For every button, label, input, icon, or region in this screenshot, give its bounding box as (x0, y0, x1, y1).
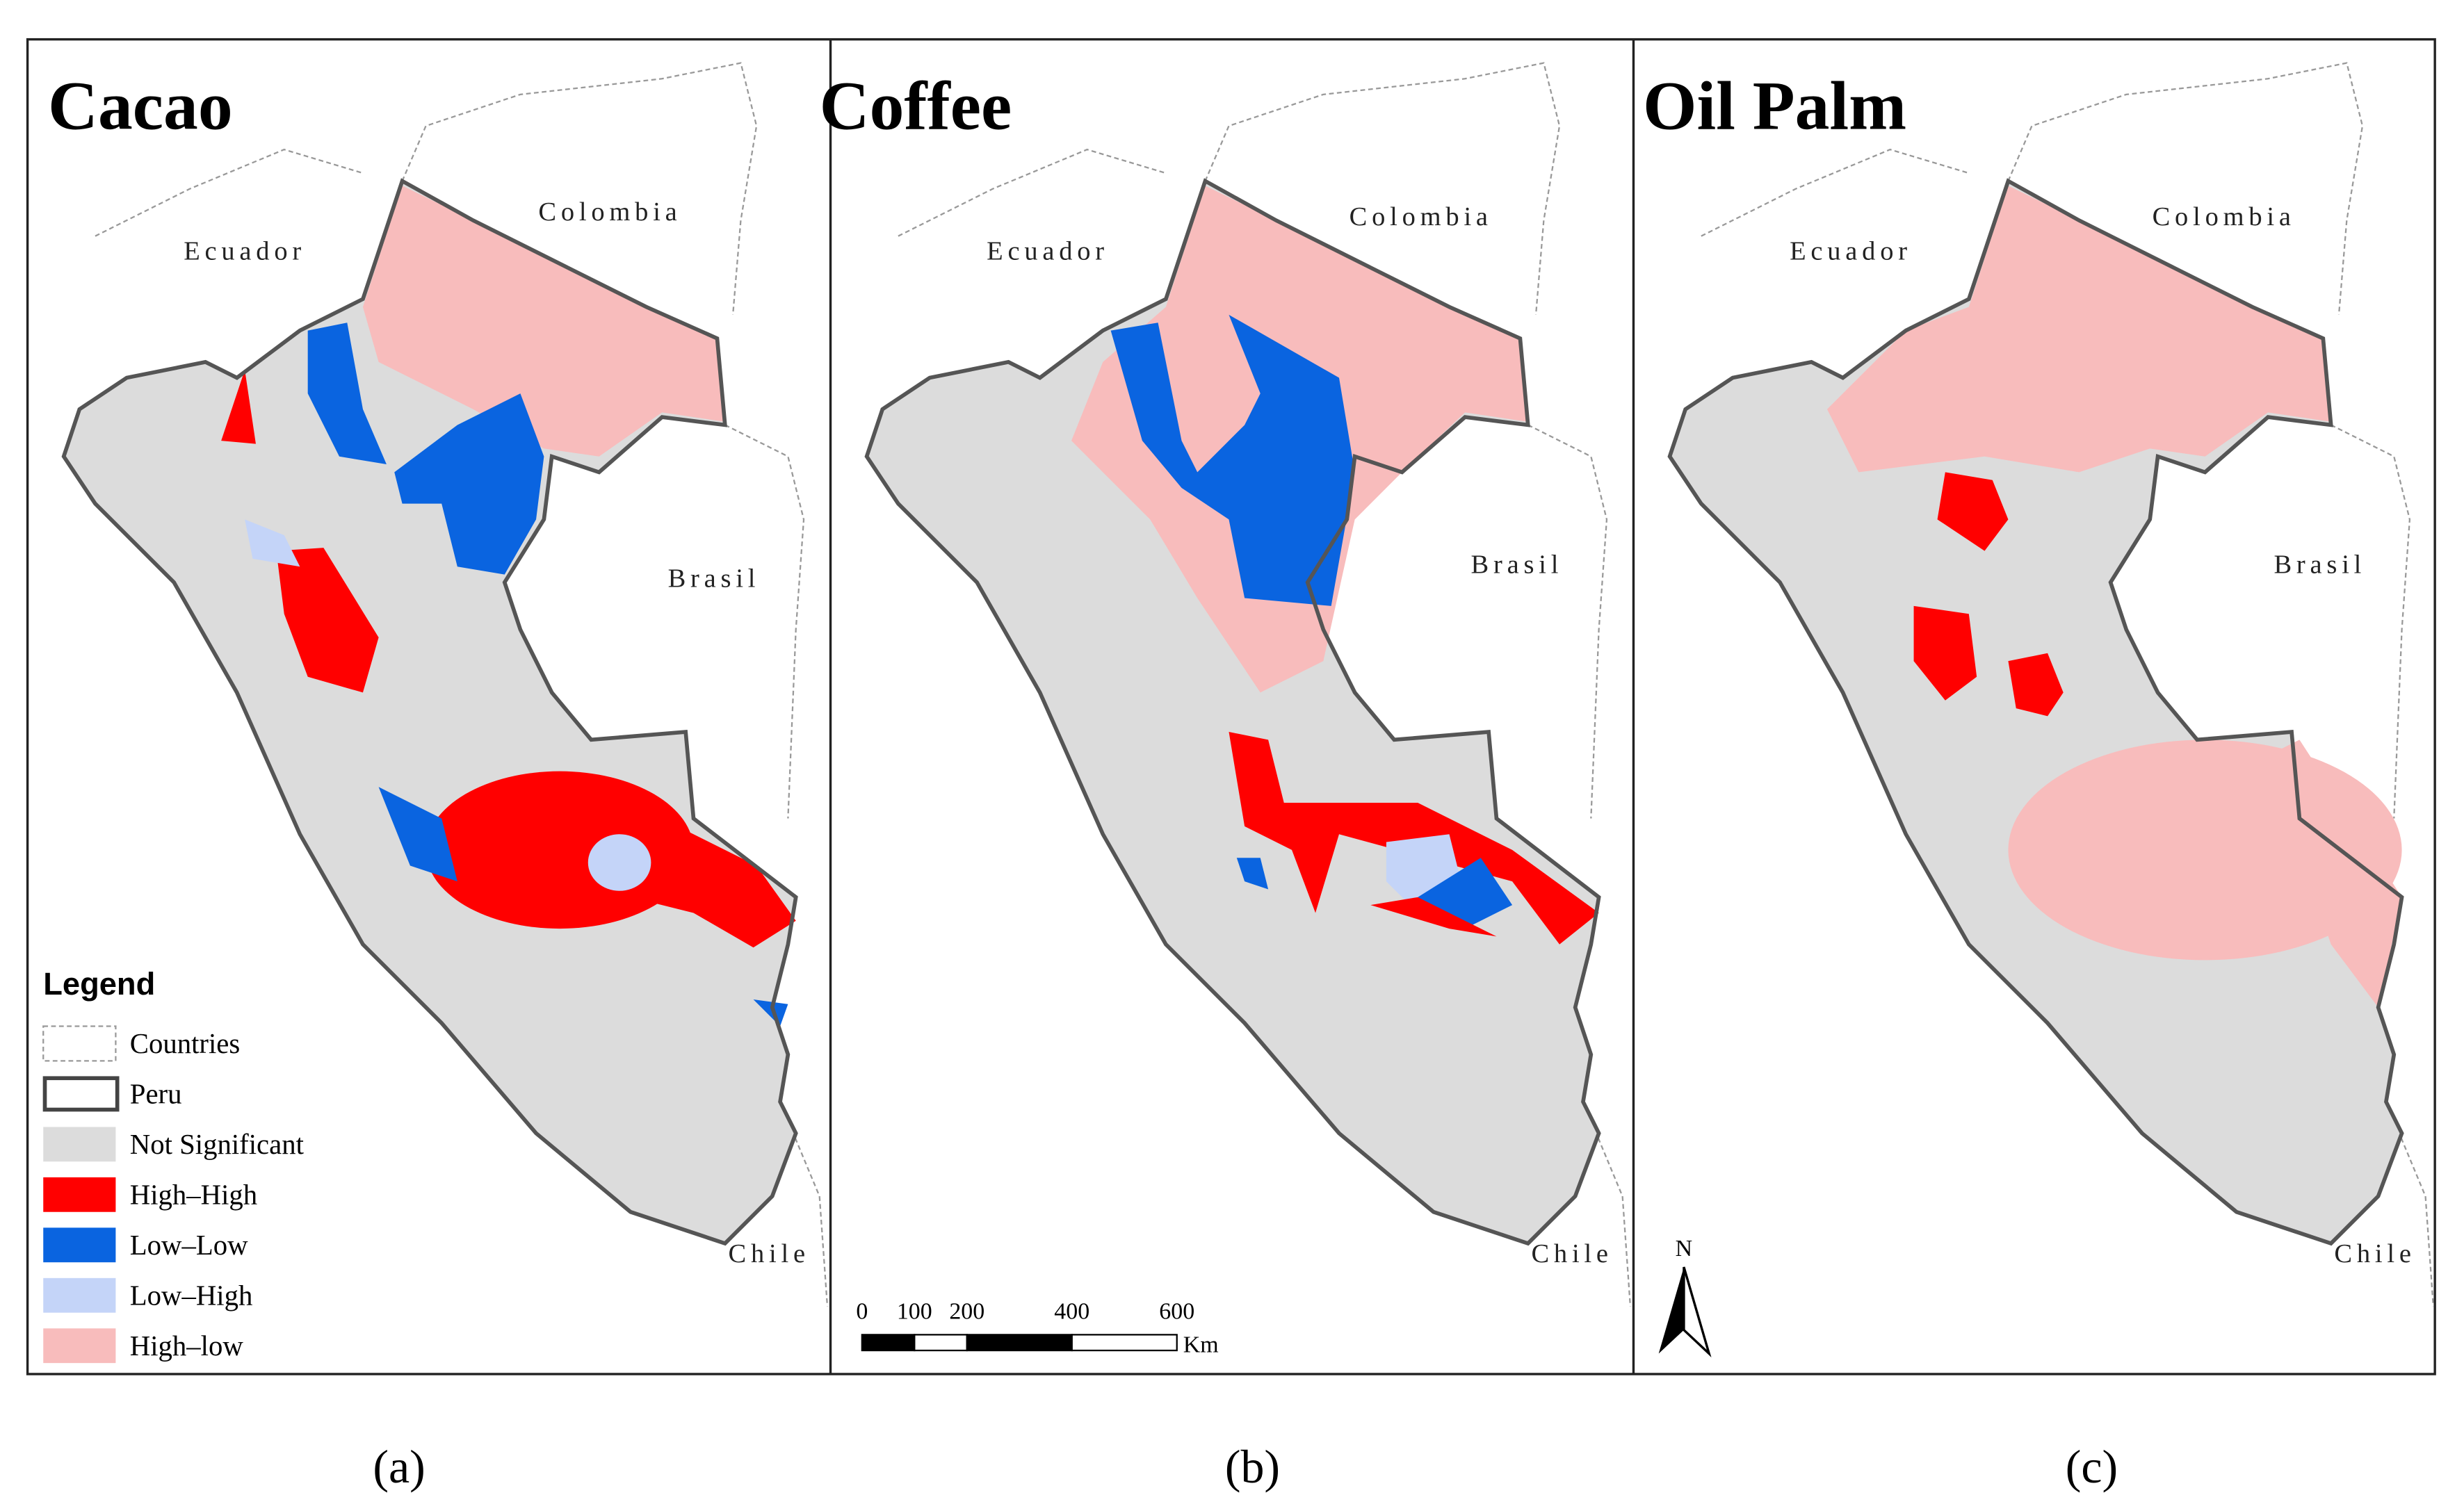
country-label: Colombia (538, 197, 681, 227)
legend-swatch (42, 1025, 117, 1062)
cluster (245, 519, 300, 567)
legend-label: Low–Low (130, 1230, 248, 1261)
cluster (276, 548, 379, 693)
legend-label: Low–High (130, 1280, 253, 1311)
cluster (378, 787, 457, 882)
cluster (599, 818, 796, 948)
cluster (753, 999, 788, 1027)
cluster (1370, 897, 1497, 937)
country-label: Chile (2334, 1239, 2415, 1268)
legend-swatch (43, 1227, 116, 1263)
cluster (2008, 653, 2064, 717)
country-label: Ecuador (987, 237, 1109, 266)
country-label: Ecuador (184, 237, 306, 266)
panel-label: (b) (1225, 1440, 1280, 1493)
scale-bar: 0 100 200 400 600 Km (856, 1299, 1218, 1358)
legend-label: Peru (130, 1078, 182, 1109)
legend-swatch (43, 1277, 116, 1313)
panel-overlay: Cacao Ecuador Colombia Brasil Chile (48, 67, 810, 1268)
scale-label: 600 (1159, 1299, 1194, 1325)
scale-segment (1071, 1334, 1178, 1352)
cluster (587, 834, 651, 891)
scale-label: 200 (949, 1299, 984, 1325)
legend-label: Countries (130, 1028, 240, 1059)
clusters-a (221, 186, 796, 1027)
cluster (2268, 740, 2402, 1008)
cluster (1913, 605, 1977, 701)
scale-segment (966, 1334, 1073, 1352)
scale-label: 100 (897, 1299, 932, 1325)
legend-swatch (43, 1177, 116, 1212)
legend-label: Not Significant (130, 1129, 305, 1160)
panel-title: Coffee (820, 67, 1012, 145)
cluster (221, 370, 256, 444)
legend-label: High–High (130, 1179, 257, 1210)
cluster (1229, 732, 1599, 945)
country-label: Chile (729, 1239, 810, 1268)
cluster (1937, 472, 2009, 551)
country-label: Brasil (668, 564, 761, 594)
legend-title: Legend (43, 966, 155, 1002)
clusters-b (1071, 186, 1599, 945)
country-label: Chile (1531, 1239, 1612, 1268)
legend-swatch (43, 1127, 116, 1162)
cluster (362, 186, 725, 457)
country-label: Brasil (1471, 550, 1564, 579)
scale-label: 400 (1054, 1299, 1089, 1325)
panel-label: (c) (2066, 1440, 2118, 1493)
north-label: N (1676, 1236, 1693, 1261)
panel-overlay: Oil Palm Ecuador Colombia Brasil Chile (1643, 67, 2415, 1268)
clusters-c (1827, 186, 2402, 1008)
scale-unit: Km (1183, 1332, 1219, 1357)
country-label: Brasil (2273, 550, 2366, 579)
legend-label: High–low (130, 1330, 244, 1362)
overlay: Cacao Ecuador Colombia Brasil Chile Coffee Ecu… (48, 67, 2415, 1268)
legend: Legend Countries Peru Not Significant High–H… (42, 966, 305, 1364)
legend-swatch (42, 1076, 120, 1112)
panel-title: Cacao (48, 67, 233, 145)
cluster (1827, 186, 2331, 473)
panel-label: (a) (373, 1440, 425, 1493)
legend-swatch (43, 1328, 116, 1364)
country-label: Ecuador (1790, 237, 1912, 266)
panel-title: Oil Palm (1643, 67, 1906, 145)
scale-segment (861, 1334, 916, 1352)
panel-overlay: Coffee Ecuador Colombia Brasil Chile (820, 67, 1612, 1268)
cluster (307, 322, 387, 465)
cluster (394, 393, 544, 575)
country-label: Colombia (2153, 202, 2296, 231)
scale-segment (914, 1334, 968, 1352)
country-label: Colombia (1349, 202, 1493, 231)
cluster (1110, 314, 1355, 606)
scale-label: 0 (856, 1299, 868, 1325)
